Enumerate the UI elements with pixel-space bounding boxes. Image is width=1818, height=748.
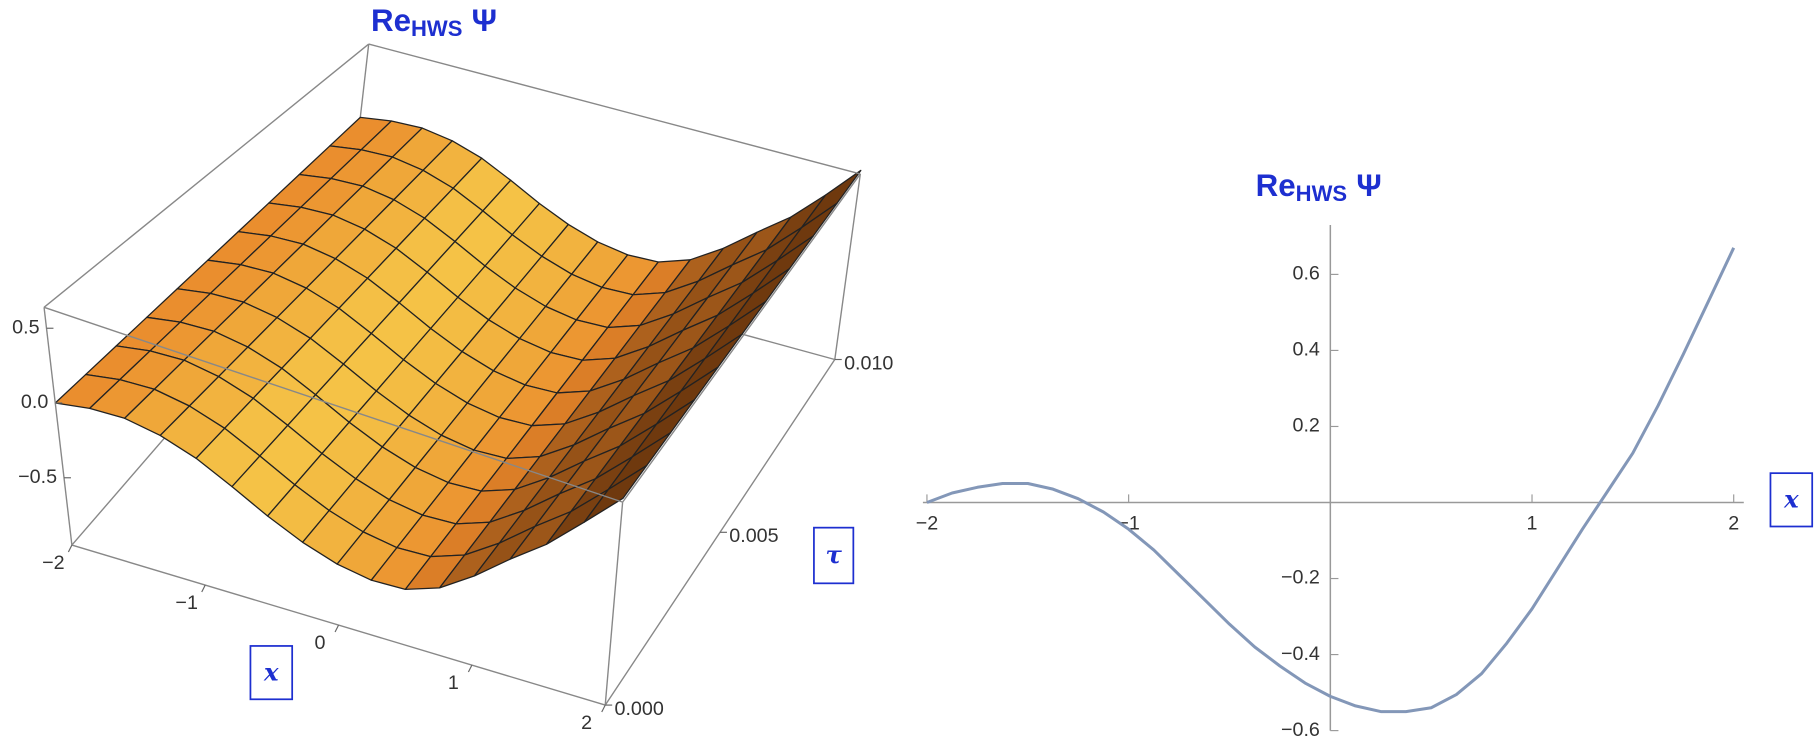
title-main: Re [1256, 168, 1296, 203]
y-tick-label: 0.010 [844, 352, 893, 374]
x-axis-label: x [263, 657, 279, 686]
x-tick-label: 1 [1527, 513, 1538, 535]
x-tick-label: −2 [916, 513, 938, 535]
y-tick-label: −0.6 [1281, 719, 1320, 741]
y-tick-label: 0.000 [615, 698, 664, 720]
axis-label-box [249, 645, 294, 701]
box-edge [43, 306, 623, 503]
box-edge [43, 43, 370, 308]
box-edge [622, 173, 861, 503]
z-tick-label: −0.5 [18, 466, 57, 488]
surface-cell [800, 169, 862, 229]
x-tick [467, 664, 473, 673]
x-tick-label: 1 [448, 672, 459, 694]
y-tick-label: −0.2 [1281, 567, 1320, 589]
x-tick-label: −1 [1117, 513, 1139, 535]
title-subscript: HWS [411, 16, 462, 41]
box-edge [43, 307, 73, 546]
x-axis-label: x [1783, 484, 1799, 513]
x-tick-label: 0 [315, 632, 326, 654]
x-tick-label: 2 [1728, 513, 1739, 535]
z-tick-label: 0.5 [12, 316, 39, 338]
x-tick-label: −2 [42, 552, 64, 574]
title-subscript: HWS [1296, 181, 1347, 206]
title-main: Re [371, 3, 411, 38]
y-axis-label: τ [825, 540, 842, 569]
line-plot: −2 −1 1 2 −0.6 −0.4 −0.2 0.2 0.4 0.6 [916, 224, 1744, 741]
line-series [926, 247, 1736, 714]
x-tick-label: −1 [175, 592, 197, 614]
chart-title: ReHWS Ψ [1256, 168, 1382, 206]
axis-label-box [813, 526, 855, 585]
surface-cell [583, 464, 648, 523]
chart-title: ReHWS Ψ [371, 3, 497, 41]
surface-plot: −2 −1 0 1 2 0.000 0.005 0.010 −0.5 0.0 0.5 [12, 43, 893, 734]
box-edge [368, 43, 861, 175]
x-tick-label: 2 [581, 712, 592, 734]
z-tick-label: 0.0 [21, 391, 48, 413]
x-tick [601, 704, 606, 713]
axis-label-box [1769, 472, 1814, 528]
y-tick-label: 0.6 [1293, 263, 1320, 285]
title-symbol: Ψ [472, 3, 497, 38]
box-edge [834, 173, 861, 360]
y-tick-label: 0.4 [1293, 339, 1320, 361]
box-edge [604, 502, 624, 706]
y-tick-label: −0.4 [1281, 643, 1320, 665]
x-tick [334, 624, 340, 633]
y-tick-label: 0.005 [729, 525, 778, 547]
title-symbol: Ψ [1356, 168, 1381, 203]
x-tick [201, 584, 206, 593]
x-tick [67, 544, 73, 553]
y-tick-label: 0.2 [1293, 415, 1320, 437]
